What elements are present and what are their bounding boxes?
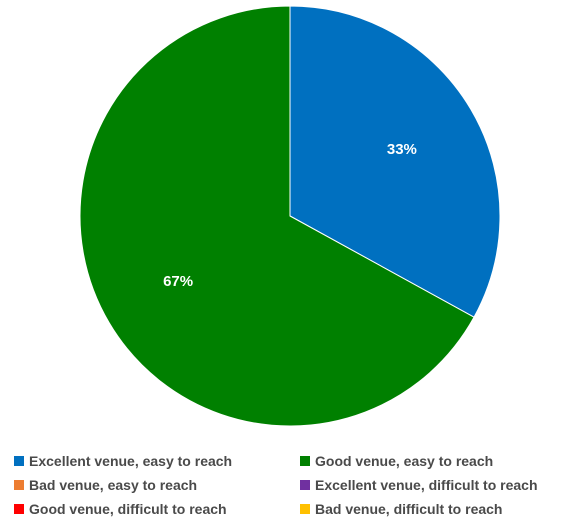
- legend-item-bad-difficult: Bad venue, difficult to reach: [300, 500, 574, 518]
- legend-swatch: [300, 480, 310, 490]
- legend-label: Excellent venue, easy to reach: [29, 453, 233, 469]
- legend-label: Good venue, difficult to reach: [29, 501, 227, 517]
- legend-label: Good venue, easy to reach: [315, 453, 494, 469]
- pie-slices: [79, 5, 501, 427]
- pie-slice-label-0: 33%: [387, 141, 417, 158]
- legend-label: Excellent venue, difficult to reach: [315, 477, 538, 493]
- legend-item-good-easy: Good venue, easy to reach: [300, 452, 574, 470]
- legend-item-excellent-easy: Excellent venue, easy to reach: [14, 452, 300, 470]
- pie-slice-1: [79, 5, 475, 427]
- legend-swatch: [300, 504, 310, 514]
- legend-label: Bad venue, difficult to reach: [315, 501, 503, 517]
- pie-slice-0: [289, 5, 501, 318]
- legend: Excellent venue, easy to reach Good venu…: [14, 452, 574, 518]
- legend-item-good-difficult: Good venue, difficult to reach: [14, 500, 300, 518]
- legend-swatch: [300, 456, 310, 466]
- legend-item-excellent-difficult: Excellent venue, difficult to reach: [300, 476, 574, 494]
- legend-item-bad-easy: Bad venue, easy to reach: [14, 476, 300, 494]
- pie-labels: 33% 67%: [163, 141, 417, 290]
- legend-swatch: [14, 504, 24, 514]
- legend-swatch: [14, 480, 24, 490]
- legend-swatch: [14, 456, 24, 466]
- legend-label: Bad venue, easy to reach: [29, 477, 198, 493]
- pie-slice-label-1: 67%: [163, 273, 193, 290]
